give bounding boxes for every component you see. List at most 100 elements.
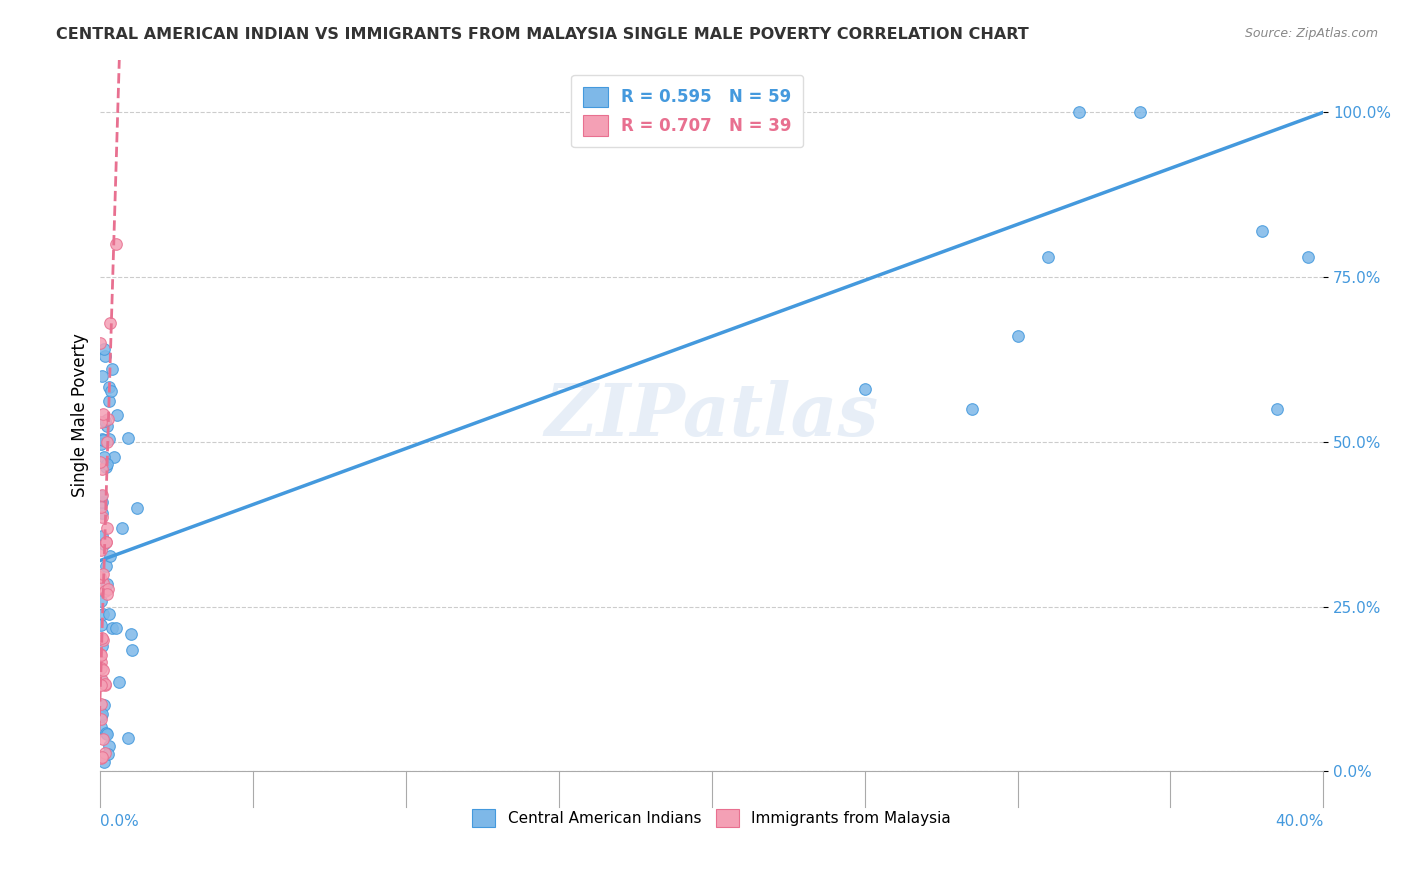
Point — [101, 361, 124, 376]
Point — [90, 673, 112, 688]
Point — [94, 535, 117, 549]
Point — [91, 433, 114, 447]
Point — [91, 631, 114, 645]
Point — [1129, 105, 1152, 120]
Point — [97, 380, 120, 394]
Point — [91, 495, 114, 509]
Text: Source: ZipAtlas.com: Source: ZipAtlas.com — [1244, 27, 1378, 40]
Point — [97, 393, 120, 408]
Point — [960, 401, 983, 416]
Point — [93, 664, 115, 678]
Point — [91, 607, 114, 622]
Point — [94, 558, 117, 573]
Point — [90, 489, 112, 503]
Point — [1296, 250, 1319, 264]
Point — [105, 408, 128, 422]
Point — [93, 349, 115, 363]
Text: 0.0%: 0.0% — [100, 814, 139, 829]
Y-axis label: Single Male Poverty: Single Male Poverty — [72, 334, 89, 498]
Point — [1036, 250, 1059, 264]
Point — [91, 731, 114, 746]
Point — [117, 731, 139, 745]
Point — [117, 431, 139, 445]
Point — [853, 382, 876, 396]
Point — [90, 500, 112, 515]
Point — [93, 342, 115, 356]
Legend: Central American Indians, Immigrants from Malaysia: Central American Indians, Immigrants fro… — [465, 801, 959, 835]
Point — [89, 647, 111, 661]
Point — [93, 756, 115, 770]
Point — [104, 237, 127, 252]
Point — [94, 726, 117, 740]
Point — [90, 749, 112, 764]
Point — [100, 621, 122, 635]
Point — [97, 607, 120, 621]
Point — [91, 433, 114, 447]
Point — [98, 549, 121, 564]
Point — [91, 640, 114, 654]
Point — [96, 726, 118, 740]
Point — [91, 673, 114, 687]
Text: ZIPatlas: ZIPatlas — [544, 380, 879, 451]
Point — [90, 648, 112, 662]
Point — [93, 698, 115, 713]
Point — [90, 416, 112, 430]
Point — [90, 712, 112, 726]
Point — [90, 655, 112, 669]
Text: CENTRAL AMERICAN INDIAN VS IMMIGRANTS FROM MALAYSIA SINGLE MALE POVERTY CORRELAT: CENTRAL AMERICAN INDIAN VS IMMIGRANTS FR… — [56, 27, 1029, 42]
Point — [91, 461, 114, 475]
Point — [93, 450, 115, 464]
Point — [90, 437, 112, 451]
Point — [89, 454, 111, 468]
Point — [1251, 224, 1274, 238]
Point — [97, 739, 120, 753]
Point — [107, 675, 129, 690]
Point — [90, 678, 112, 692]
Point — [1067, 105, 1090, 120]
Point — [97, 582, 120, 596]
Point — [93, 576, 115, 591]
Point — [90, 709, 112, 723]
Point — [90, 368, 112, 383]
Point — [97, 747, 120, 761]
Point — [90, 707, 112, 722]
Point — [90, 506, 112, 520]
Point — [91, 529, 114, 543]
Point — [90, 543, 112, 558]
Point — [94, 676, 117, 690]
Point — [94, 746, 117, 760]
Point — [91, 632, 114, 647]
Point — [98, 432, 121, 446]
Point — [97, 412, 120, 426]
Point — [103, 450, 125, 465]
Point — [121, 643, 143, 657]
Point — [96, 419, 118, 434]
Point — [90, 618, 112, 632]
Point — [93, 414, 115, 428]
Point — [90, 721, 112, 735]
Point — [104, 621, 127, 635]
Point — [93, 584, 115, 599]
Point — [1007, 329, 1029, 343]
Point — [90, 751, 112, 765]
Point — [90, 594, 112, 608]
Point — [96, 587, 118, 601]
Text: 40.0%: 40.0% — [1275, 814, 1323, 829]
Point — [93, 566, 115, 581]
Point — [100, 384, 122, 398]
Point — [111, 521, 134, 535]
Point — [120, 626, 142, 640]
Point — [89, 570, 111, 584]
Point — [125, 500, 148, 515]
Point — [90, 661, 112, 675]
Point — [1267, 401, 1289, 416]
Point — [91, 407, 114, 421]
Point — [96, 457, 118, 471]
Point — [94, 677, 117, 691]
Point — [93, 537, 115, 551]
Point — [96, 577, 118, 591]
Point — [96, 435, 118, 450]
Point — [94, 459, 117, 474]
Point — [90, 697, 112, 711]
Point — [96, 521, 118, 535]
